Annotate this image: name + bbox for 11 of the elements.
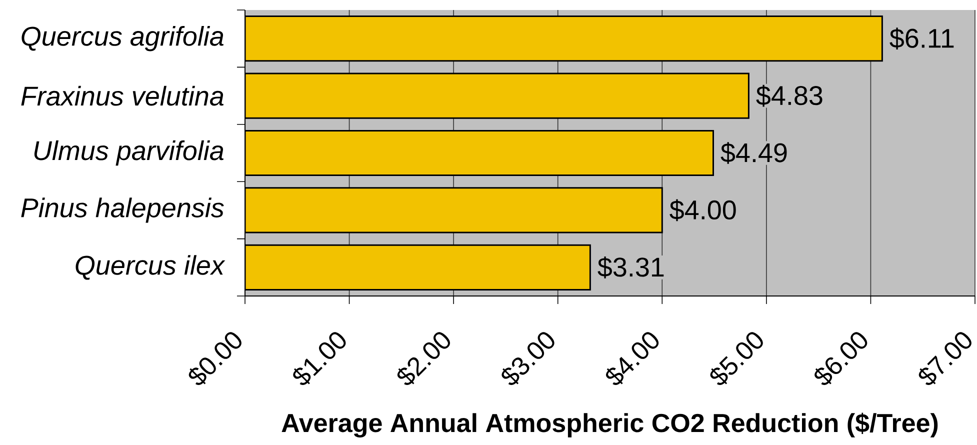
y-tick-label: Quercus agrifolia xyxy=(22,26,224,52)
data-label: $6.11 xyxy=(890,28,954,50)
data-label: $3.31 xyxy=(598,256,664,278)
data-label: $4.00 xyxy=(670,199,736,222)
data-label: $4.83 xyxy=(756,84,822,107)
x-axis-title: Average Annual Atmospheric CO2 Reduction ($/Tree) xyxy=(282,412,938,438)
data-label: $4.49 xyxy=(720,142,787,164)
y-tick-label: Pinus halepensis xyxy=(21,198,224,223)
y-tick-label: Fraxinus velutina xyxy=(21,86,224,106)
y-tick-label: Ulmus parvifolia xyxy=(34,140,224,166)
y-tick-label: Quercus ilex xyxy=(76,255,226,280)
